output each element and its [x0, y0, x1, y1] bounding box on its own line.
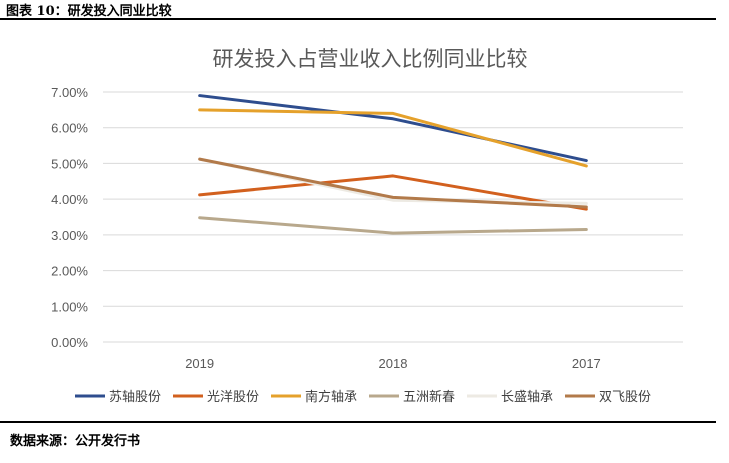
y-tick-label: 7.00% — [51, 85, 88, 100]
y-tick-label: 1.00% — [51, 299, 88, 314]
x-tick-label: 2019 — [185, 356, 214, 371]
series-lines — [198, 94, 588, 235]
y-tick-label: 5.00% — [51, 156, 88, 171]
source-note: 数据来源：公开发行书 — [10, 434, 141, 449]
legend-label: 双飞股份 — [599, 390, 651, 405]
y-tick-label: 6.00% — [51, 121, 88, 136]
top-rule — [0, 18, 716, 20]
chart-title: 研发投入占营业收入比例同业比较 — [213, 47, 528, 71]
series-line — [198, 216, 588, 235]
x-tick-label: 2018 — [379, 356, 408, 371]
grid-lines — [103, 91, 683, 343]
y-tick-label: 3.00% — [51, 228, 88, 243]
x-axis-ticks: 2019 2018 2017 — [185, 356, 601, 371]
legend-label: 五洲新春 — [403, 389, 455, 405]
legend: 苏轴股份 光洋股份 南方轴承 五洲新春 长盛轴承 双飞股份 — [75, 389, 651, 405]
series-line — [198, 157, 588, 209]
y-axis-ticks: 0.00% 1.00% 2.00% 3.00% 4.00% 5.00% 6.00% 7.00% — [51, 85, 88, 350]
legend-label: 光洋股份 — [207, 390, 259, 405]
bottom-rule — [0, 421, 716, 423]
y-tick-label: 4.00% — [51, 192, 88, 207]
line-chart: 研发投入占营业收入比例同业比较 0.00% 1.00% 2.00% 3.00% 4.00… — [51, 47, 683, 405]
series-line — [198, 108, 588, 168]
y-tick-label: 2.00% — [51, 264, 88, 279]
legend-label: 苏轴股份 — [109, 389, 161, 405]
series-line — [198, 94, 588, 163]
x-tick-label: 2017 — [572, 356, 601, 371]
legend-label: 南方轴承 — [305, 389, 357, 405]
y-tick-label: 0.00% — [51, 335, 88, 350]
legend-label: 长盛轴承 — [501, 390, 553, 405]
series-line — [198, 174, 588, 211]
figure-caption: 图表 10：研发投入同业比较 — [6, 4, 172, 19]
